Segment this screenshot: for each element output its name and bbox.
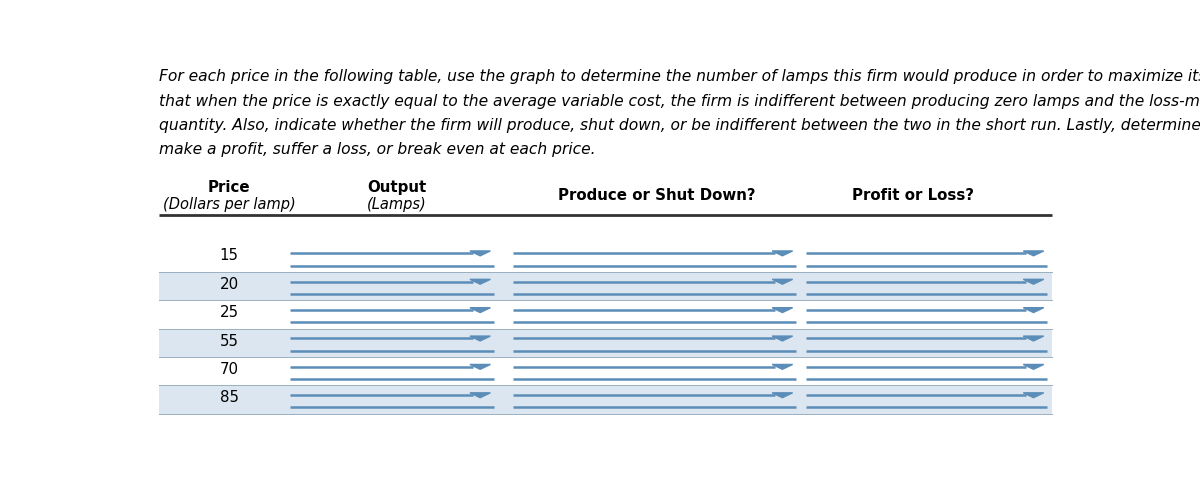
Text: Price: Price <box>208 180 251 195</box>
Bar <box>160 272 1052 300</box>
Polygon shape <box>1024 365 1044 370</box>
Polygon shape <box>470 279 491 284</box>
Polygon shape <box>772 393 793 398</box>
Text: 70: 70 <box>220 362 239 377</box>
Polygon shape <box>1024 279 1044 284</box>
Text: (Lamps): (Lamps) <box>366 197 426 212</box>
Text: For each price in the following table, use the graph to determine the number of : For each price in the following table, u… <box>160 69 1200 84</box>
Polygon shape <box>470 336 491 341</box>
Text: Profit or Loss?: Profit or Loss? <box>852 188 973 203</box>
Text: Produce or Shut Down?: Produce or Shut Down? <box>558 188 756 203</box>
Polygon shape <box>1024 251 1044 256</box>
Bar <box>160 244 1052 272</box>
Bar <box>160 300 1052 329</box>
Polygon shape <box>470 251 491 256</box>
Text: 20: 20 <box>220 277 239 292</box>
Polygon shape <box>772 336 793 341</box>
Text: Output: Output <box>367 180 426 195</box>
Text: 25: 25 <box>220 305 239 320</box>
Text: 15: 15 <box>220 249 239 263</box>
Bar <box>160 357 1052 385</box>
Text: 55: 55 <box>220 334 239 349</box>
Polygon shape <box>470 393 491 398</box>
Polygon shape <box>772 251 793 256</box>
Polygon shape <box>1024 336 1044 341</box>
Polygon shape <box>772 279 793 284</box>
Bar <box>160 385 1052 414</box>
Text: (Dollars per lamp): (Dollars per lamp) <box>163 197 295 212</box>
Text: quantity. Also, indicate whether the firm will produce, shut down, or be indiffe: quantity. Also, indicate whether the fir… <box>160 118 1200 132</box>
Polygon shape <box>470 308 491 313</box>
Polygon shape <box>772 365 793 370</box>
Polygon shape <box>1024 393 1044 398</box>
Bar <box>160 329 1052 357</box>
Text: make a profit, suffer a loss, or break even at each price.: make a profit, suffer a loss, or break e… <box>160 142 595 157</box>
Polygon shape <box>470 365 491 370</box>
Text: 85: 85 <box>220 390 239 405</box>
Polygon shape <box>772 308 793 313</box>
Text: that when the price is exactly equal to the average variable cost, the firm is i: that when the price is exactly equal to … <box>160 94 1200 109</box>
Polygon shape <box>1024 308 1044 313</box>
